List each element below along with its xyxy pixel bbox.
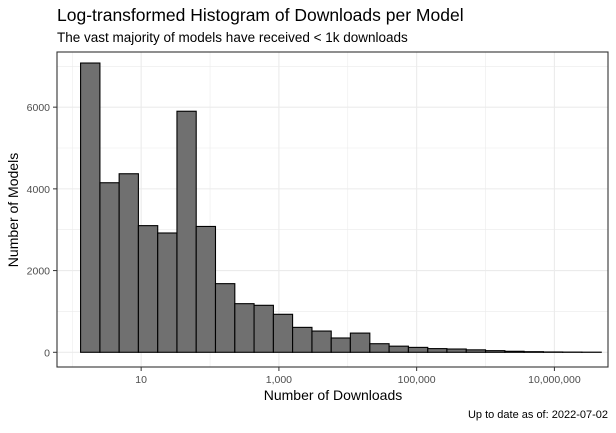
histogram-bar bbox=[81, 63, 100, 352]
chart-title: Log-transformed Histogram of Downloads p… bbox=[57, 5, 464, 25]
histogram-bar bbox=[370, 344, 389, 353]
histogram-bar bbox=[312, 331, 331, 352]
x-axis-title: Number of Downloads bbox=[264, 387, 403, 403]
y-tick-label: 0 bbox=[44, 347, 50, 359]
histogram-bar bbox=[177, 111, 196, 352]
histogram-bar bbox=[254, 305, 273, 352]
histogram-bar bbox=[505, 351, 524, 352]
histogram-bar bbox=[158, 233, 177, 352]
y-tick-label: 6000 bbox=[27, 102, 51, 114]
y-axis-title: Number of Models bbox=[5, 153, 21, 267]
y-tick-label: 2000 bbox=[27, 266, 51, 278]
histogram-bar bbox=[428, 349, 447, 353]
histogram-bar bbox=[215, 284, 234, 353]
plot-area: 0 2000 4000 6000 10 1,000 100,000 10,000,000 bbox=[27, 52, 608, 386]
histogram-bar bbox=[447, 349, 466, 352]
x-tick-label: 1,000 bbox=[266, 374, 292, 386]
histogram-bar bbox=[466, 350, 485, 352]
x-tick-label: 10,000,000 bbox=[528, 374, 581, 386]
histogram-bar bbox=[138, 226, 157, 353]
histogram-bar bbox=[293, 327, 312, 352]
histogram-bar bbox=[331, 338, 350, 352]
chart-caption: Up to date as of: 2022-07-02 bbox=[468, 409, 608, 421]
histogram-bar bbox=[408, 347, 427, 352]
histogram-bar bbox=[486, 351, 505, 353]
x-tick-label: 100,000 bbox=[398, 374, 436, 386]
histogram-bar bbox=[524, 352, 543, 353]
histogram-bar bbox=[100, 183, 119, 353]
y-tick-label: 4000 bbox=[27, 184, 51, 196]
histogram-bar bbox=[119, 174, 138, 353]
histogram-bar bbox=[235, 304, 254, 353]
x-tick-label: 10 bbox=[135, 374, 147, 386]
histogram-bar bbox=[389, 346, 408, 352]
histogram-bar bbox=[196, 226, 215, 352]
chart-subtitle: The vast majority of models have receive… bbox=[57, 30, 408, 45]
histogram-bar bbox=[350, 333, 369, 352]
histogram-bar bbox=[273, 314, 292, 352]
